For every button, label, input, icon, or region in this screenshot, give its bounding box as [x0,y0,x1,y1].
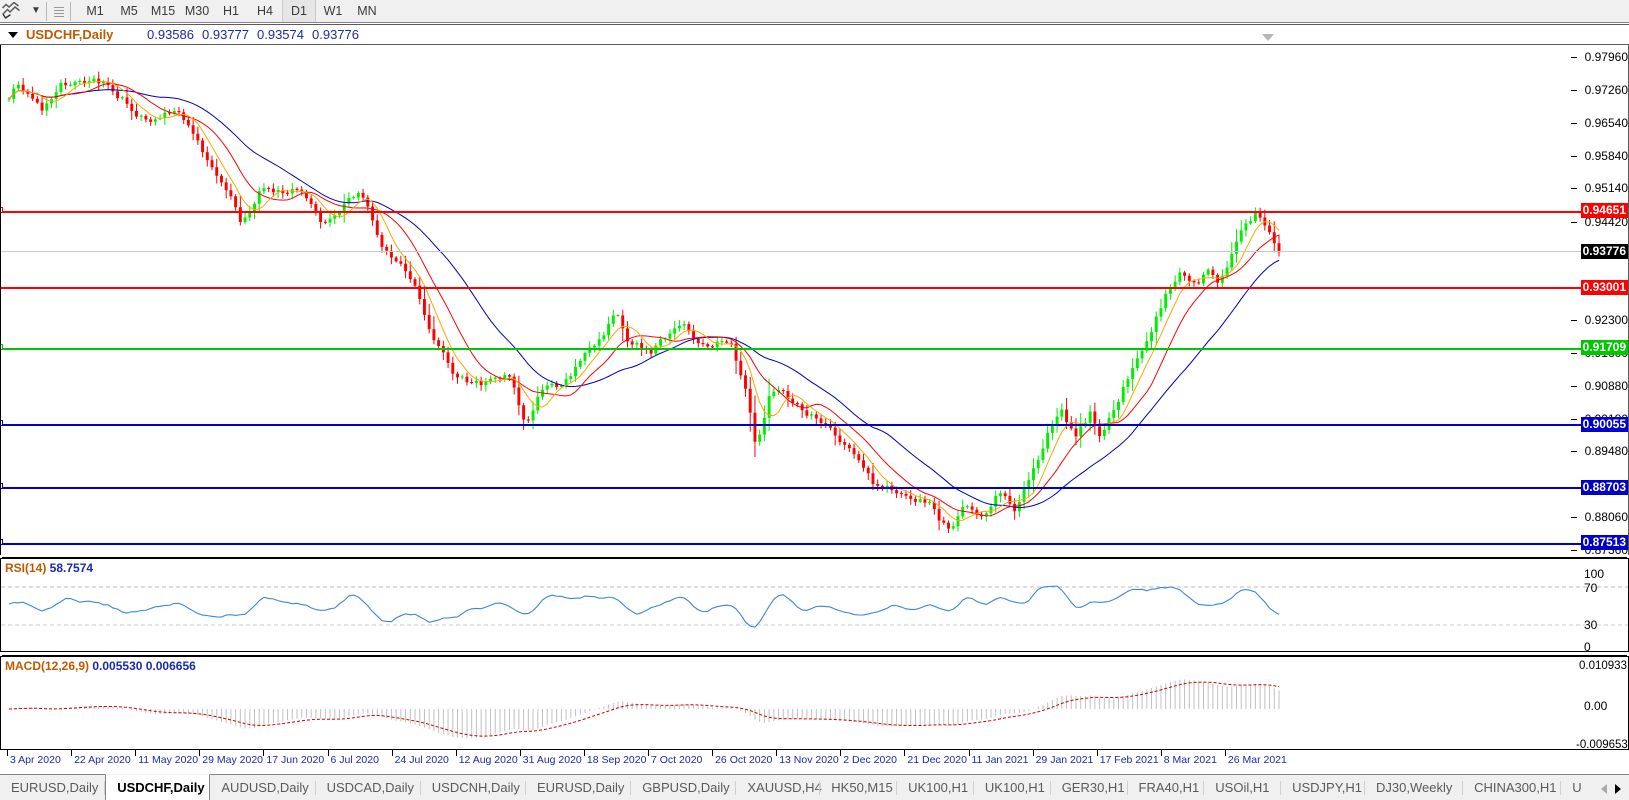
svg-text:100: 100 [1584,567,1604,581]
svg-text:0.00: 0.00 [1584,699,1608,713]
svg-text:30: 30 [1584,618,1598,632]
svg-text:0: 0 [1584,640,1591,652]
svg-text:-0.009653: -0.009653 [1576,739,1628,750]
svg-text:70: 70 [1584,581,1598,595]
svg-text:0.010933: 0.010933 [1579,660,1627,672]
